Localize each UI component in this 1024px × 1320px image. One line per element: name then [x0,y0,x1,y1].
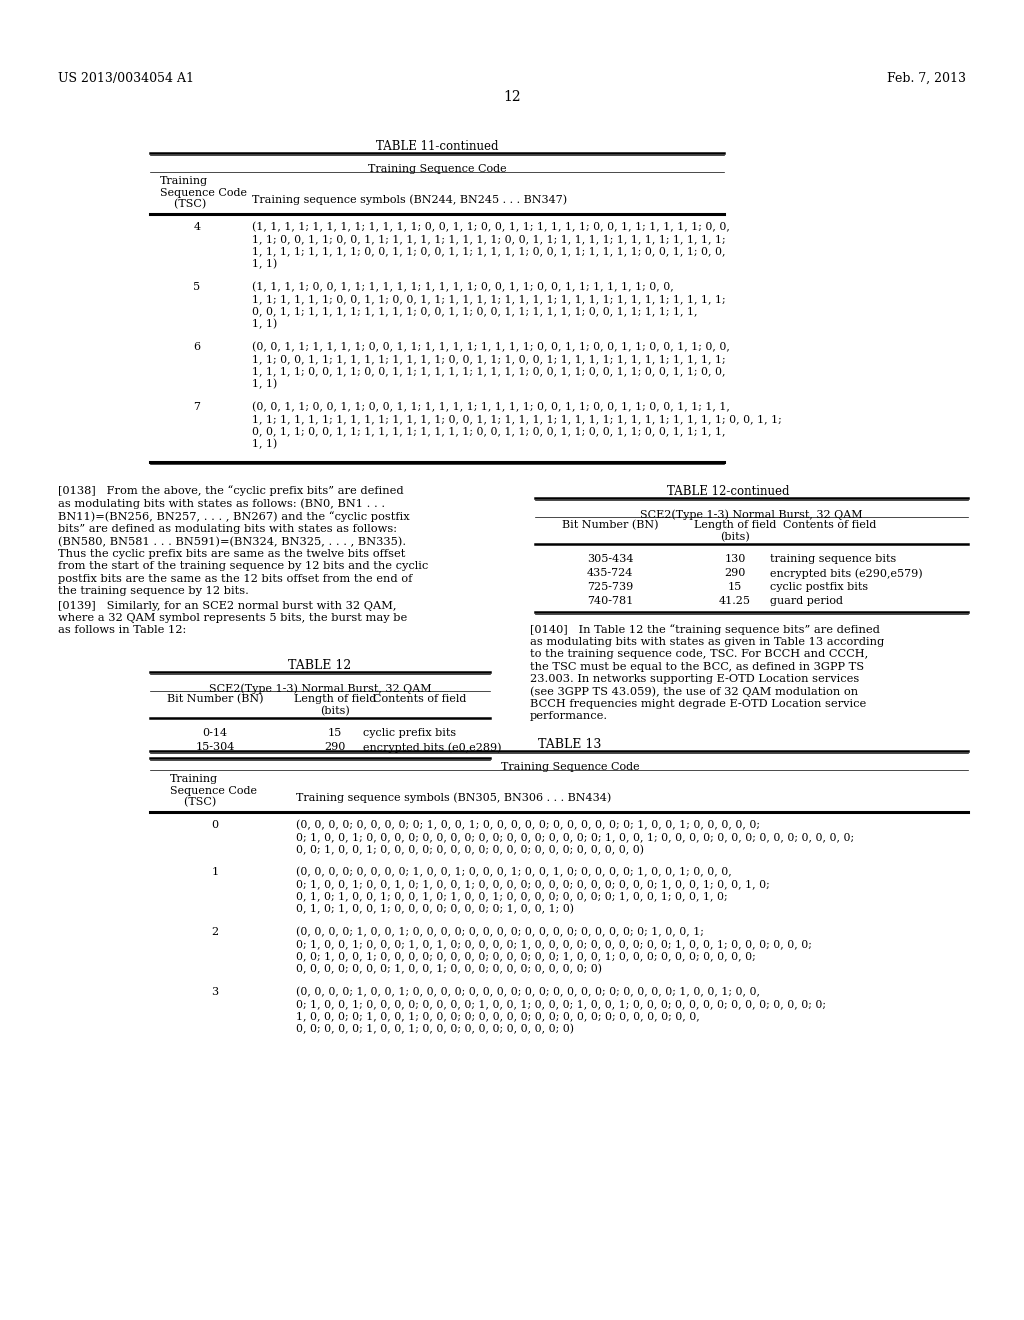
Text: Contents of field: Contents of field [783,520,877,531]
Text: TABLE 11-continued: TABLE 11-continued [376,140,499,153]
Text: [0140]   In Table 12 the “training sequence bits” are defined
as modulating bits: [0140] In Table 12 the “training sequenc… [530,624,885,721]
Text: Length of field
(bits): Length of field (bits) [694,520,776,543]
Text: Training Sequence Code: Training Sequence Code [501,762,639,772]
Text: Bit Number (BN): Bit Number (BN) [167,694,263,705]
Text: 290: 290 [325,742,346,752]
Text: 130: 130 [724,554,745,564]
Text: 41.25: 41.25 [719,597,751,606]
Text: 290: 290 [724,568,745,578]
Text: 740-781: 740-781 [587,597,633,606]
Text: 0: 0 [211,820,218,830]
Text: 725-739: 725-739 [587,582,633,591]
Text: Feb. 7, 2013: Feb. 7, 2013 [887,73,966,84]
Text: 7: 7 [194,403,201,412]
Text: 15: 15 [328,729,342,738]
Text: 6: 6 [194,342,201,352]
Text: Training sequence symbols (BN244, BN245 . . . BN347): Training sequence symbols (BN244, BN245 … [252,194,567,205]
Text: Length of field
(bits): Length of field (bits) [294,694,376,715]
Text: 12: 12 [503,90,521,104]
Text: (0, 0, 0, 0; 1, 0, 0, 1; 0, 0, 0, 0; 0, 0, 0, 0; 0, 0, 0, 0; 0, 0, 0, 0; 0; 1, 0: (0, 0, 0, 0; 1, 0, 0, 1; 0, 0, 0, 0; 0, … [296,927,812,974]
Text: Training
Sequence Code
    (TSC): Training Sequence Code (TSC) [160,176,247,210]
Text: 2: 2 [211,927,218,937]
Text: (0, 0, 0, 0; 0, 0, 0, 0; 1, 0, 0, 1; 0, 0, 0, 1; 0, 0, 1, 0; 0, 0, 0, 0; 1, 0, 0: (0, 0, 0, 0; 0, 0, 0, 0; 1, 0, 0, 1; 0, … [296,867,770,913]
Text: training sequence bits: training sequence bits [770,554,896,564]
Text: 1: 1 [211,867,218,876]
Text: Contents of field: Contents of field [374,694,467,704]
Text: SCE2(Type 1-3) Normal Burst, 32 QAM: SCE2(Type 1-3) Normal Burst, 32 QAM [209,682,431,693]
Text: Training Sequence Code: Training Sequence Code [368,164,506,174]
Text: 4: 4 [194,222,201,232]
Text: 435-724: 435-724 [587,568,633,578]
Text: [0139]   Similarly, for an SCE2 normal burst with 32 QAM,
where a 32 QAM symbol : [0139] Similarly, for an SCE2 normal bur… [58,601,408,635]
Text: Training sequence symbols (BN305, BN306 . . . BN434): Training sequence symbols (BN305, BN306 … [296,792,611,803]
Text: 15-304: 15-304 [196,742,234,752]
Text: encrypted bits (e290,e579): encrypted bits (e290,e579) [770,568,923,578]
Text: (0, 0, 0, 0; 0, 0, 0, 0; 0; 1, 0, 0, 1; 0, 0, 0, 0, 0; 0, 0, 0, 0, 0; 0; 1, 0, 0: (0, 0, 0, 0; 0, 0, 0, 0; 0; 1, 0, 0, 1; … [296,820,854,855]
Text: 0-14: 0-14 [203,729,227,738]
Text: guard period: guard period [770,597,843,606]
Text: (1, 1, 1, 1; 1, 1, 1, 1; 1, 1, 1, 1; 0, 0, 1, 1; 0, 0, 1, 1; 1, 1, 1, 1; 0, 0, 1: (1, 1, 1, 1; 1, 1, 1, 1; 1, 1, 1, 1; 0, … [252,222,730,269]
Text: TABLE 13: TABLE 13 [539,738,602,751]
Text: (0, 0, 1, 1; 0, 0, 1, 1; 0, 0, 1, 1; 1, 1, 1, 1; 1, 1, 1, 1; 0, 0, 1, 1; 0, 0, 1: (0, 0, 1, 1; 0, 0, 1, 1; 0, 0, 1, 1; 1, … [252,403,781,449]
Text: Bit Number (BN): Bit Number (BN) [562,520,658,531]
Text: (0, 0, 1, 1; 1, 1, 1, 1; 0, 0, 1, 1; 1, 1, 1, 1; 1, 1, 1, 1; 0, 0, 1, 1; 0, 0, 1: (0, 0, 1, 1; 1, 1, 1, 1; 0, 0, 1, 1; 1, … [252,342,730,389]
Text: encrypted bits (e0,e289): encrypted bits (e0,e289) [362,742,502,752]
Text: (0, 0, 0, 0; 1, 0, 0, 1; 0, 0, 0, 0; 0, 0, 0, 0; 0, 0; 0, 0, 0, 0; 0; 0, 0, 0, 0: (0, 0, 0, 0; 1, 0, 0, 1; 0, 0, 0, 0; 0, … [296,987,826,1034]
Text: cyclic postfix bits: cyclic postfix bits [770,582,868,591]
Text: TABLE 12: TABLE 12 [289,659,351,672]
Text: 305-434: 305-434 [587,554,633,564]
Text: Training
Sequence Code
    (TSC): Training Sequence Code (TSC) [170,774,257,808]
Text: 3: 3 [211,987,218,997]
Text: 15: 15 [728,582,742,591]
Text: [0138]   From the above, the “cyclic prefix bits” are defined
as modulating bits: [0138] From the above, the “cyclic prefi… [58,484,428,595]
Text: cyclic prefix bits: cyclic prefix bits [362,729,456,738]
Text: (1, 1, 1, 1; 0, 0, 1, 1; 1, 1, 1, 1; 1, 1, 1, 1; 0, 0, 1, 1; 0, 0, 1, 1; 1, 1, 1: (1, 1, 1, 1; 0, 0, 1, 1; 1, 1, 1, 1; 1, … [252,282,726,329]
Text: TABLE 12-continued: TABLE 12-continued [667,484,790,498]
Text: US 2013/0034054 A1: US 2013/0034054 A1 [58,73,194,84]
Text: 5: 5 [194,282,201,292]
Text: SCE2(Type 1-3) Normal Burst, 32 QAM: SCE2(Type 1-3) Normal Burst, 32 QAM [640,510,862,520]
